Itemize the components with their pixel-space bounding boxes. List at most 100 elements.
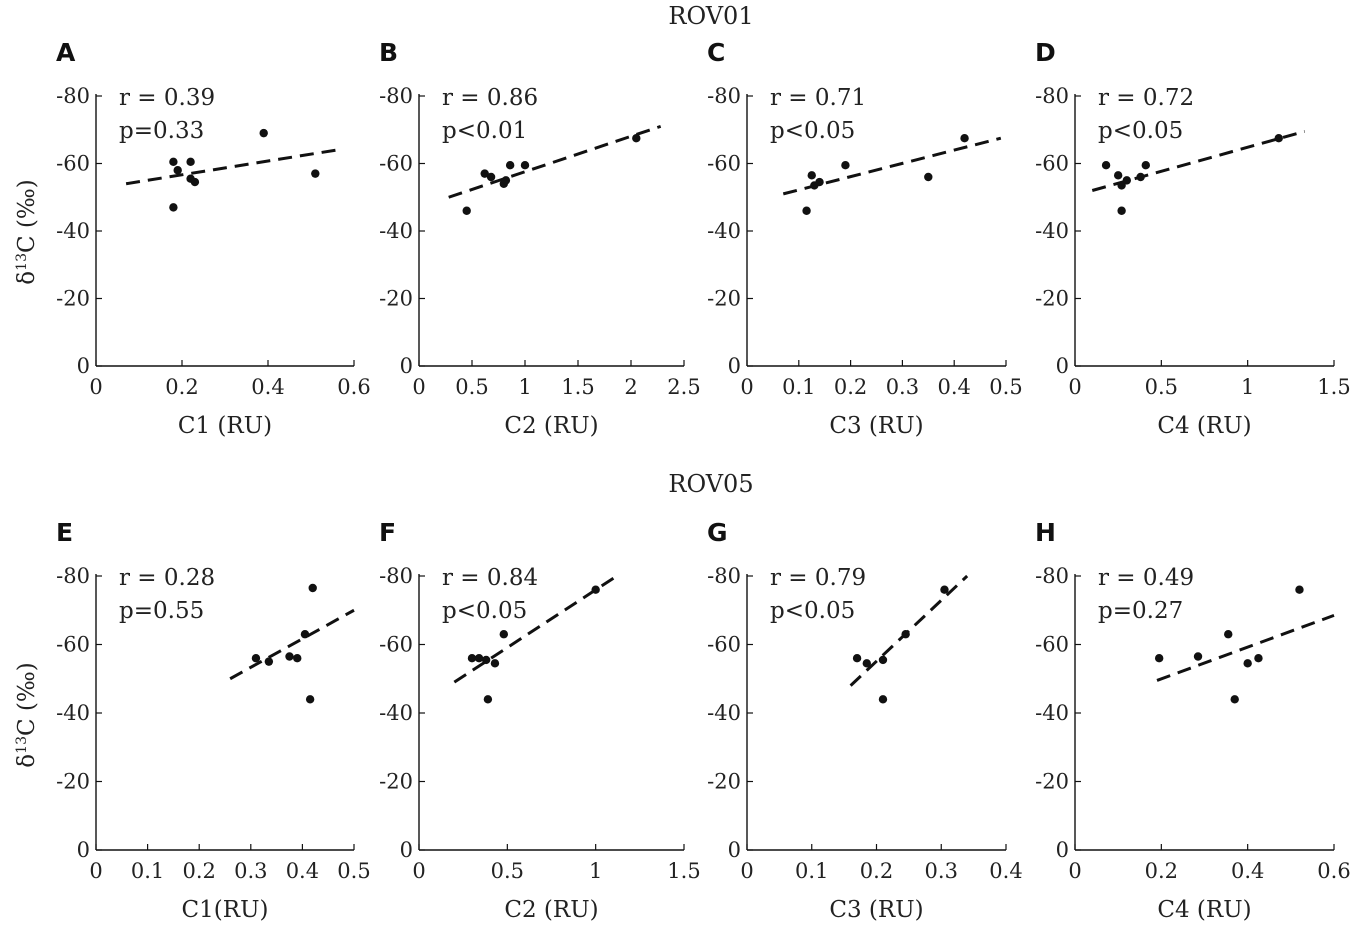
x-tick-label: 1 [589,859,602,883]
row-title-rov01: ROV01 [668,2,753,30]
p-value-label: p=0.27 [1098,598,1183,624]
data-point [1193,652,1203,661]
data-point [505,160,515,170]
x-tick-label: 1.5 [667,859,700,883]
y-tick-label: 0 [1056,354,1069,378]
x-tick-label: 0.2 [165,375,198,399]
data-point [1122,176,1132,185]
regression-line [448,124,662,199]
x-axis-label: C1 (RU) [178,413,272,439]
y-tick-label: 0 [400,838,413,862]
x-axis-label: C4 (RU) [1157,413,1251,439]
y-axis-label-top: δ13C (‰) [14,179,40,284]
data-point [940,585,949,594]
regression-line [849,574,969,687]
data-point [300,630,310,639]
data-point [483,695,493,704]
data-point [1136,172,1145,182]
y-tick-label: -40 [56,219,90,243]
x-tick-label: 0 [412,859,425,883]
y-tick-label: -60 [707,633,741,657]
p-value-label: p<0.05 [442,598,527,624]
panel-letter-f: F [379,518,396,547]
y-tick-label: -40 [1035,219,1069,243]
x-tick-label: 0 [1068,375,1081,399]
data-point [901,630,910,639]
data-point [1117,206,1126,215]
y-tick-label: -20 [1035,287,1069,311]
y-tick-label: -20 [707,287,741,311]
y-tick-label: -20 [379,770,413,794]
data-point [480,169,489,178]
x-axis-label: C1(RU) [182,897,269,923]
x-tick-label: 1 [518,375,531,399]
data-point [293,654,302,663]
data-point [311,169,320,178]
x-tick-label: 2.5 [667,375,700,399]
panel-h: H 0 -20 -40 -60 -80 0 0.2 0.4 0.6 C4 (RU) r = 0.49 p… [1035,518,1351,923]
x-tick-label: 0 [740,859,753,883]
correlation-r-label: r = 0.39 [119,85,215,111]
x-tick-label: 0.2 [1145,859,1178,883]
x-tick-label: 0.4 [1231,859,1264,883]
x-tick-label: 0.4 [989,859,1022,883]
panel-letter-g: G [707,518,728,547]
data-point [632,133,641,143]
data-point [1117,181,1126,190]
data-point [1141,160,1150,170]
y-tick-label: 0 [77,354,90,378]
x-tick-label: 0.1 [782,375,815,399]
data-point [462,206,471,215]
y-tick-label: -40 [379,219,413,243]
data-point [1101,160,1111,170]
y-tick-label: -80 [1035,84,1069,108]
y-tick-label: 0 [77,838,90,862]
correlation-r-label: r = 0.84 [442,565,538,591]
x-tick-label: 0 [740,375,753,399]
data-point [169,203,178,212]
y-tick-label: -80 [707,84,741,108]
ylabel-rest: C (‰) [14,662,40,736]
y-tick-label: -80 [56,564,90,588]
p-value-label: p<0.05 [770,118,855,144]
x-tick-label: 1.5 [1317,375,1350,399]
regression-line [453,574,618,684]
panel-a: A 0 -20 -40 -60 -80 0 0.2 0.4 0.6 C1 (RU) r = 0.39 p… [56,38,371,439]
data-point [924,172,933,182]
ylabel-delta: δ [14,754,40,768]
x-tick-label: 0.5 [989,375,1022,399]
x-tick-label: 0.6 [337,375,370,399]
panel-letter-h: H [1035,518,1056,547]
correlation-r-label: r = 0.49 [1098,565,1194,591]
y-tick-label: -60 [707,152,741,176]
x-tick-label: 0.2 [182,859,215,883]
data-point [1295,585,1304,594]
y-tick-label: -20 [56,287,90,311]
x-tick-label: 0.4 [286,859,319,883]
y-tick-label: -40 [1035,701,1069,725]
data-point [815,177,824,187]
x-tick-label: 0.4 [251,375,284,399]
panel-letter-b: B [379,38,398,67]
panel-g: G 0 -20 -40 -60 -80 0 0.1 0.2 0.3 0.4 C3 (RU) r = 0.… [707,518,1023,923]
y-tick-label: -40 [707,701,741,725]
data-point [190,177,200,187]
p-value-label: p<0.05 [770,598,855,624]
x-tick-label: 0.6 [1317,859,1350,883]
data-point [169,157,178,167]
data-point [474,654,484,663]
correlation-r-label: r = 0.86 [442,85,538,111]
y-tick-label: -40 [379,701,413,725]
x-tick-label: 0.4 [937,375,970,399]
regression-line [1156,613,1335,682]
ylabel-superscript: 13 [14,253,30,271]
data-point [520,160,530,170]
data-point [499,630,508,639]
ylabel-superscript: 13 [14,736,30,754]
x-tick-label: 0 [412,375,425,399]
y-tick-label: -20 [707,770,741,794]
x-tick-label: 0.3 [234,859,267,883]
data-point [251,654,261,663]
y-tick-label: -80 [56,84,90,108]
panel-letter-c: C [707,38,725,67]
